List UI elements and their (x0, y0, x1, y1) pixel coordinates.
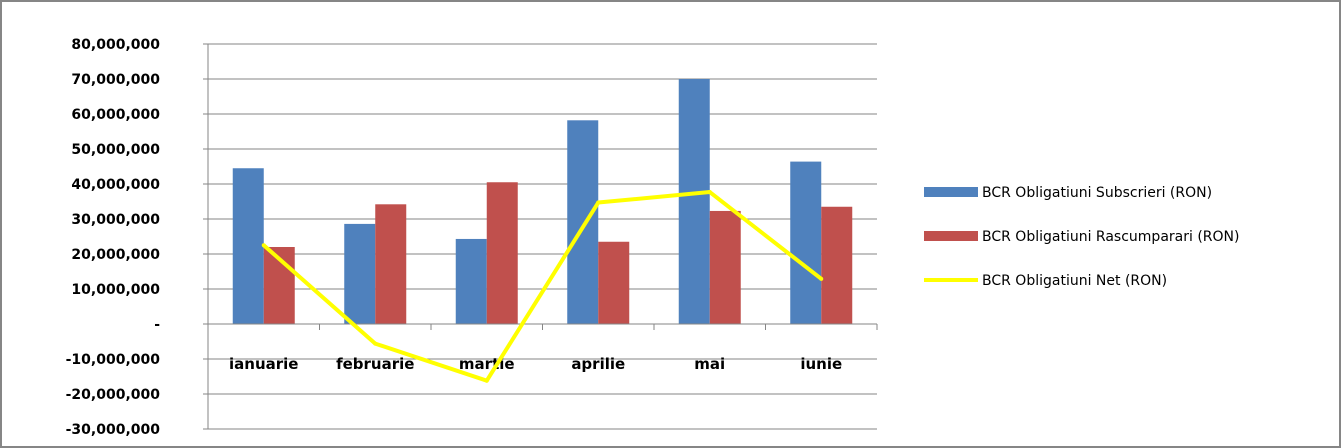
y-tick-label: 40,000,000 (71, 177, 160, 193)
category-label: februarie (336, 355, 414, 373)
bar-rascumparari-iunie (821, 206, 853, 324)
bar-rascumparari-aprilie (598, 241, 630, 324)
category-label: mai (694, 355, 725, 373)
y-axis-tick-labels: 80,000,000 70,000,000 60,000,000 50,000,000… (66, 37, 161, 438)
legend-subscrieri-label: BCR Obligatiuni Subscrieri (RON) (982, 185, 1212, 201)
line-point-februarie (373, 341, 378, 346)
y-tick-label: 20,000,000 (71, 247, 160, 263)
y-tick-label: 60,000,000 (71, 107, 160, 123)
line-point-iunie (819, 276, 824, 281)
y-tick-label: 50,000,000 (71, 142, 160, 158)
line-point-aprilie (596, 200, 601, 205)
bar-subscrieri-martie (455, 238, 487, 324)
bar-subscrieri-iunie (790, 161, 822, 324)
y-tick-label: -20,000,000 (66, 387, 161, 403)
category-label: iunie (800, 355, 842, 373)
net-line-series (261, 190, 824, 383)
category-label: martie (459, 355, 515, 373)
line-point-martie (484, 378, 489, 383)
y-tick-label: -10,000,000 (66, 352, 161, 368)
bar-subscrieri-mai (678, 79, 710, 324)
legend-rascumparari-swatch (924, 231, 978, 241)
y-tick-label: 70,000,000 (71, 72, 160, 88)
bar-subscrieri-aprilie (567, 120, 599, 324)
bar-subscrieri-februarie (344, 223, 376, 324)
legend-rascumparari-label: BCR Obligatiuni Rascumparari (RON) (982, 229, 1239, 245)
legend: BCR Obligatiuni Subscrieri (RON) BCR Obli… (924, 185, 1239, 289)
bar-rascumparari-mai (709, 210, 741, 324)
line-net (262, 190, 823, 383)
y-tick-label: 30,000,000 (71, 212, 160, 228)
y-tick-label: 10,000,000 (71, 282, 160, 298)
bar-rascumparari-martie (486, 182, 518, 324)
axes (207, 44, 878, 429)
bar-series (232, 79, 853, 324)
legend-subscrieri-swatch (924, 187, 978, 197)
category-labels: ianuarie februarie martie aprilie mai iunie (229, 355, 842, 373)
y-tick-label: 80,000,000 (71, 37, 160, 53)
line-point-ianuarie (261, 243, 266, 248)
bar-rascumparari-februarie (375, 204, 407, 324)
y-tick-label: -30,000,000 (66, 422, 161, 438)
bar-subscrieri-ianuarie (232, 168, 264, 324)
line-point-mai (707, 190, 712, 195)
y-tick-label: - (154, 317, 160, 333)
category-label: ianuarie (229, 355, 298, 373)
gridlines (203, 43, 877, 430)
category-label: aprilie (571, 355, 625, 373)
legend-net-label: BCR Obligatiuni Net (RON) (982, 273, 1167, 289)
